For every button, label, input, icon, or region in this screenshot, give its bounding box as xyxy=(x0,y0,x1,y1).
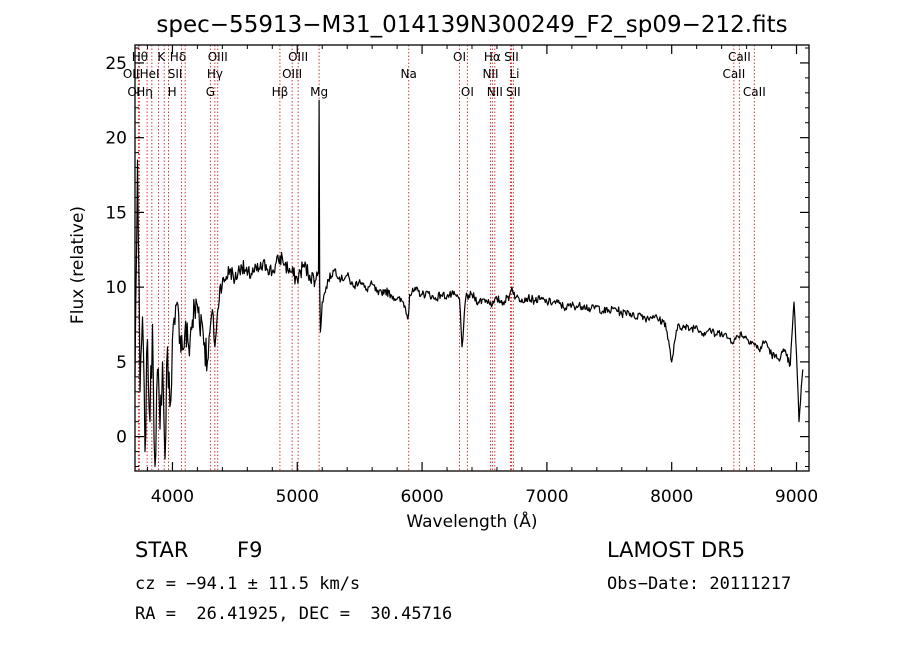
chart-title: spec−55913−M31_014139N300249_F2_sp09−212… xyxy=(156,12,787,38)
marker-label: CaII xyxy=(743,85,766,99)
x-tick-label: 8000 xyxy=(650,487,693,507)
marker-label: Hη xyxy=(136,85,153,99)
marker-label: Hθ xyxy=(132,50,148,64)
x-tick-label: 6000 xyxy=(400,487,443,507)
marker-label: G xyxy=(206,85,215,99)
object-class-label: STAR xyxy=(135,538,189,562)
marker-label: Li xyxy=(509,67,519,81)
survey-label: LAMOST DR5 xyxy=(607,538,746,562)
observation-date: Obs−Date: 20111217 xyxy=(607,574,792,594)
y-axis-label: Flux (relative) xyxy=(68,206,88,324)
marker-label: OIII xyxy=(208,50,228,64)
axis-ticks xyxy=(135,45,809,471)
y-tick-label: 0 xyxy=(116,428,127,448)
y-tick-label: 15 xyxy=(105,203,127,223)
coordinates-readout: RA = 26.41925, DEC = 30.45716 xyxy=(135,604,453,624)
marker-label: Hα xyxy=(484,50,501,64)
marker-label: Na xyxy=(401,67,417,81)
marker-label: NII xyxy=(487,85,503,99)
marker-label: OI xyxy=(453,50,466,64)
marker-label: SII xyxy=(168,67,183,81)
x-tick-label: 7000 xyxy=(525,487,568,507)
marker-label: NII xyxy=(482,67,498,81)
object-subclass-label: F9 xyxy=(237,538,263,562)
x-tick-label: 4000 xyxy=(151,487,194,507)
marker-label: OI xyxy=(461,85,474,99)
y-tick-label: 25 xyxy=(105,54,127,74)
tick-labels: 4000 5000 6000 7000 8000 9000 0 5 10 15 20 25 xyxy=(105,54,818,507)
marker-label: SII xyxy=(504,50,519,64)
y-tick-label: 5 xyxy=(116,353,127,373)
marker-label: HeI xyxy=(140,67,160,81)
marker-label: OIII xyxy=(282,67,302,81)
marker-label: SII xyxy=(506,85,521,99)
marker-label: Hδ xyxy=(170,50,186,64)
marker-label: Hβ xyxy=(272,85,289,99)
y-tick-label: 20 xyxy=(105,129,127,149)
marker-label: CaII xyxy=(722,67,745,81)
x-axis-label: Wavelength (Å) xyxy=(406,510,537,532)
x-tick-label: 9000 xyxy=(775,487,818,507)
spectral-line-markers xyxy=(137,45,755,471)
marker-label: CaII xyxy=(728,50,751,64)
spectrum-line xyxy=(134,99,804,468)
marker-label: Mg xyxy=(310,85,328,99)
y-tick-label: 10 xyxy=(105,278,127,298)
plot-frame xyxy=(134,44,810,472)
marker-label: K xyxy=(157,50,166,64)
x-tick-label: 5000 xyxy=(276,487,319,507)
marker-label: Hγ xyxy=(207,67,223,81)
marker-label: H xyxy=(168,85,177,99)
marker-label: OIII xyxy=(288,50,308,64)
spectral-line-labels: OIIOIHθHηHeIKHSIIHδGHγOIIIHβOIIIOIIIMgNa… xyxy=(123,50,766,99)
marker-label: OI xyxy=(127,85,140,99)
redshift-readout: cz = −94.1 ± 11.5 km/s xyxy=(135,574,361,594)
